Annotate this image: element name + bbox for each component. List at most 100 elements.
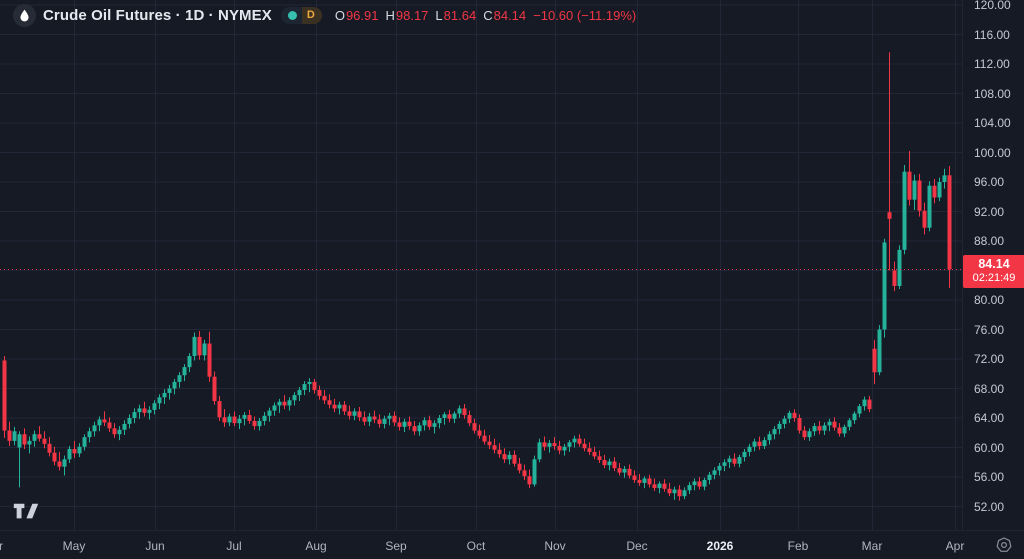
symbol-logo[interactable] bbox=[13, 3, 36, 27]
candle-body bbox=[37, 434, 42, 439]
candle-body bbox=[97, 419, 102, 426]
time-axis-label: Sep bbox=[385, 539, 407, 553]
candle-body bbox=[752, 441, 757, 447]
candle-body bbox=[292, 395, 297, 401]
candle-body bbox=[932, 185, 937, 198]
candle-body bbox=[472, 423, 477, 431]
candle-body bbox=[277, 401, 282, 406]
candle-body bbox=[627, 468, 632, 476]
candle-body bbox=[377, 419, 382, 424]
candle-body bbox=[267, 410, 272, 416]
candle-body bbox=[807, 431, 812, 438]
candle-body bbox=[347, 411, 352, 416]
candle-body bbox=[797, 418, 802, 431]
candle-body bbox=[7, 430, 12, 441]
candle-body bbox=[562, 446, 567, 451]
candle-body bbox=[922, 210, 927, 228]
candle-body bbox=[382, 418, 387, 424]
tradingview-logo[interactable] bbox=[13, 501, 39, 526]
candle-body bbox=[372, 416, 377, 420]
candle-body bbox=[402, 421, 407, 427]
candle-body bbox=[237, 418, 242, 424]
candle-body bbox=[507, 454, 512, 460]
candle-body bbox=[2, 360, 7, 431]
candle-body bbox=[517, 463, 522, 471]
low-label: L bbox=[435, 7, 443, 23]
time-axis[interactable]: r May Jun Jul Aug Sep Oct Nov Dec 2026 Feb Mar Apr bbox=[0, 530, 1024, 559]
candle-body bbox=[247, 415, 252, 421]
candle-body bbox=[222, 417, 227, 423]
candle-body bbox=[92, 425, 97, 432]
candle-body bbox=[22, 434, 27, 445]
candle-body bbox=[692, 481, 697, 486]
candle-body bbox=[877, 329, 882, 373]
candle-body bbox=[452, 413, 457, 419]
candle-body bbox=[592, 451, 597, 457]
candle-body bbox=[552, 443, 557, 447]
candle-body bbox=[492, 445, 497, 450]
candle-body bbox=[707, 474, 712, 480]
symbol-title[interactable]: Crude Oil Futures · 1D · NYMEX bbox=[43, 6, 272, 24]
candle-body bbox=[122, 423, 127, 430]
candle-body bbox=[272, 405, 277, 411]
high-value: 98.17 bbox=[395, 7, 429, 23]
candle-body bbox=[682, 490, 687, 497]
candle-body bbox=[167, 388, 172, 393]
candle-body bbox=[302, 384, 307, 390]
candle-body bbox=[722, 462, 727, 466]
price-axis-label: 116.00 bbox=[974, 27, 1010, 42]
candle-body bbox=[27, 440, 32, 445]
candle-body bbox=[227, 416, 232, 423]
candle-body bbox=[67, 448, 72, 460]
candle-body bbox=[892, 270, 897, 286]
candle-body bbox=[847, 420, 852, 427]
candle-body bbox=[647, 478, 652, 485]
candle-body bbox=[862, 399, 867, 407]
candle-body bbox=[717, 465, 722, 471]
last-price-value: 84.14 bbox=[978, 257, 1010, 272]
candle-body bbox=[727, 458, 732, 463]
candle-body bbox=[437, 418, 442, 424]
candle-body bbox=[597, 456, 602, 461]
candle-body bbox=[147, 409, 152, 413]
candle-body bbox=[207, 343, 212, 377]
candle-body bbox=[332, 404, 337, 409]
candle-body bbox=[857, 406, 862, 414]
candle-body bbox=[417, 425, 422, 432]
price-axis-label: 72.00 bbox=[974, 352, 1005, 366]
last-price-tag: 84.14 02:21:49 bbox=[963, 255, 1024, 289]
candle-body bbox=[337, 404, 342, 409]
candle-body bbox=[47, 443, 52, 453]
open-label: O bbox=[334, 7, 345, 23]
candle-body bbox=[447, 414, 452, 419]
candle-body bbox=[917, 180, 922, 211]
candle-body bbox=[527, 476, 532, 485]
candle-body bbox=[842, 426, 847, 434]
candle-body bbox=[317, 389, 322, 396]
bar-countdown: 02:21:49 bbox=[972, 272, 1016, 285]
candlestick-chart-canvas[interactable] bbox=[0, 0, 1024, 530]
candle-body bbox=[767, 434, 772, 441]
candle-body bbox=[942, 175, 947, 182]
candle-body bbox=[572, 438, 577, 443]
candle-body bbox=[822, 425, 827, 431]
candle-body bbox=[512, 454, 517, 464]
price-axis-label: 96.00 bbox=[974, 175, 1005, 189]
price-axis-label: 60.00 bbox=[974, 440, 1005, 455]
change-value: −10.60 (−11.19%) bbox=[533, 7, 637, 23]
interval-badge[interactable]: D bbox=[280, 6, 322, 24]
candle-body bbox=[757, 441, 762, 447]
price-axis-label: 56.00 bbox=[974, 470, 1005, 484]
candle-body bbox=[477, 430, 482, 436]
price-axis[interactable]: 84.14 02:21:49 120.00 116.00 112.00 108.00 1… bbox=[962, 0, 1024, 530]
candle-body bbox=[42, 438, 47, 444]
candle-body bbox=[937, 182, 942, 198]
candle-body bbox=[537, 442, 542, 460]
candle-body bbox=[322, 395, 327, 401]
axis-settings-button[interactable] bbox=[996, 537, 1012, 558]
candle-body bbox=[422, 420, 427, 426]
candle-body bbox=[657, 483, 662, 489]
candle-body bbox=[352, 411, 357, 416]
candle-body bbox=[642, 478, 647, 483]
close-label: C bbox=[483, 7, 493, 23]
